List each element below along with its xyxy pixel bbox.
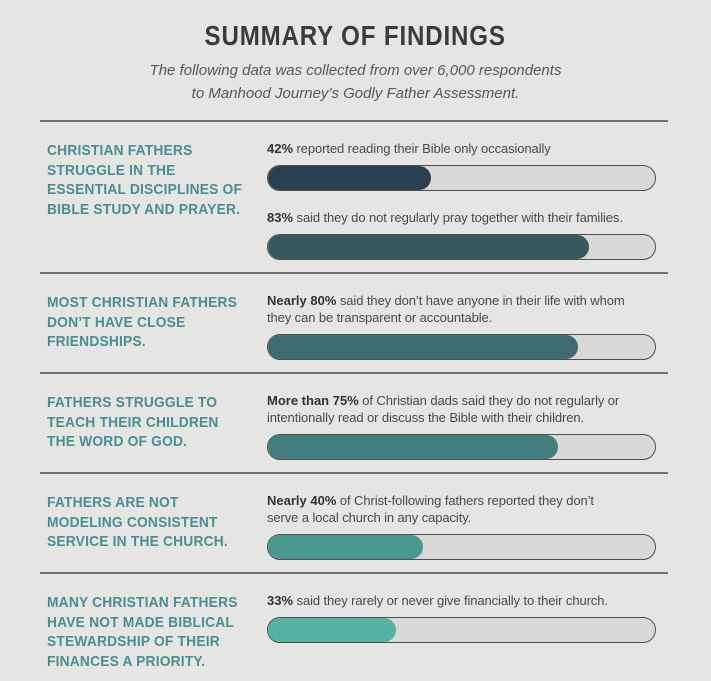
progress-bar-track bbox=[267, 434, 656, 460]
stat-description: of Christ-following fathers reported the… bbox=[336, 493, 594, 508]
stat-text: More than 75% of Christian dads said the… bbox=[267, 392, 656, 409]
heading-line: HAVE NOT MADE BIBLICAL bbox=[47, 613, 235, 631]
heading-line: THE WORD OF GOD. bbox=[47, 433, 188, 450]
progress-bar-track bbox=[267, 234, 656, 260]
subtitle-line-2: to Manhood Journey’s Godly Father Assess… bbox=[191, 85, 520, 102]
section-church-service: FATHERS ARE NOT MODELING CONSISTENT SERV… bbox=[40, 472, 668, 572]
stat-description: said they don’t have anyone in their lif… bbox=[336, 293, 625, 308]
section-bible-study-prayer: CHRISTIAN FATHERS STRUGGLE IN THE ESSENT… bbox=[40, 120, 668, 272]
heading-line: DON’T HAVE CLOSE bbox=[47, 313, 186, 331]
progress-bar-fill bbox=[268, 435, 559, 459]
heading-line: TEACH THEIR CHILDREN bbox=[47, 413, 219, 431]
section-heading: CHRISTIAN FATHERS STRUGGLE IN THE ESSENT… bbox=[40, 139, 267, 260]
progress-bar-fill bbox=[268, 335, 578, 359]
heading-line: MODELING CONSISTENT bbox=[47, 513, 218, 531]
stat-text: 83% said they do not regularly pray toge… bbox=[267, 209, 656, 226]
section-heading: FATHERS ARE NOT MODELING CONSISTENT SERV… bbox=[40, 491, 267, 560]
stat-highlight: Nearly 40% bbox=[267, 493, 337, 508]
progress-bar-track bbox=[267, 334, 656, 360]
heading-line: MOST CHRISTIAN FATHERS bbox=[47, 294, 238, 311]
progress-bar-fill bbox=[268, 535, 423, 559]
stat: 42% reported reading their Bible only oc… bbox=[267, 140, 656, 191]
stat-text: Nearly 80% said they don’t have anyone i… bbox=[267, 292, 656, 309]
header: SUMMARY OF FINDINGS The following data w… bbox=[0, 0, 711, 105]
heading-line: BIBLE STUDY AND PRAYER. bbox=[47, 200, 241, 218]
section-heading: MOST CHRISTIAN FATHERS DON’T HAVE CLOSE … bbox=[40, 291, 267, 360]
sections-list: CHRISTIAN FATHERS STRUGGLE IN THE ESSENT… bbox=[40, 120, 668, 681]
section-financial-stewardship: MANY CHRISTIAN FATHERS HAVE NOT MADE BIB… bbox=[40, 572, 668, 681]
stat-highlight: More than 75% bbox=[267, 393, 359, 408]
section-teach-children: FATHERS STRUGGLE TO TEACH THEIR CHILDREN… bbox=[40, 372, 668, 472]
stat: Nearly 80% said they don’t have anyone i… bbox=[267, 292, 656, 360]
stat-highlight: Nearly 80% bbox=[267, 293, 337, 308]
subtitle-line-1: The following data was collected from ov… bbox=[149, 62, 562, 79]
progress-bar-track bbox=[267, 165, 656, 191]
heading-line: FINANCES A PRIORITY. bbox=[47, 652, 206, 670]
stat-text-line2: intentionally read or discuss the Bible … bbox=[267, 410, 585, 425]
stat-highlight: 33% bbox=[267, 593, 294, 608]
section-content: Nearly 80% said they don’t have anyone i… bbox=[267, 291, 656, 360]
progress-bar-fill bbox=[268, 235, 590, 259]
stat: More than 75% of Christian dads said the… bbox=[267, 392, 656, 460]
heading-line: MANY CHRISTIAN FATHERS bbox=[47, 594, 238, 611]
section-content: 42% reported reading their Bible only oc… bbox=[267, 139, 656, 260]
progress-bar-track bbox=[267, 534, 656, 560]
stat-text-line2: serve a local church in any capacity. bbox=[267, 510, 472, 525]
stat-text: 42% reported reading their Bible only oc… bbox=[267, 140, 656, 157]
page-subtitle: The following data was collected from ov… bbox=[0, 59, 711, 105]
section-content: More than 75% of Christian dads said the… bbox=[267, 391, 656, 460]
heading-line: FRIENDSHIPS. bbox=[47, 333, 146, 350]
stat-description: reported reading their Bible only occasi… bbox=[293, 141, 551, 156]
heading-line: STRUGGLE IN THE bbox=[47, 161, 176, 179]
heading-line: FATHERS STRUGGLE TO bbox=[47, 394, 218, 411]
section-close-friendships: MOST CHRISTIAN FATHERS DON’T HAVE CLOSE … bbox=[40, 272, 668, 372]
stat-text: 33% said they rarely or never give finan… bbox=[267, 592, 656, 609]
stat-description: said they rarely or never give financial… bbox=[293, 593, 608, 608]
stat-text: Nearly 40% of Christ-following fathers r… bbox=[267, 492, 656, 509]
stat-highlight: 42% bbox=[267, 141, 294, 156]
stat: 33% said they rarely or never give finan… bbox=[267, 592, 656, 643]
progress-bar-track bbox=[267, 617, 656, 643]
stat-description: said they do not regularly pray together… bbox=[293, 210, 623, 225]
heading-line: SERVICE IN THE CHURCH. bbox=[47, 533, 228, 550]
heading-line: FATHERS ARE NOT bbox=[47, 494, 179, 511]
stat-text-line2: they can be transparent or accountable. bbox=[267, 310, 493, 325]
section-heading: FATHERS STRUGGLE TO TEACH THEIR CHILDREN… bbox=[40, 391, 267, 460]
stat: 83% said they do not regularly pray toge… bbox=[267, 209, 656, 260]
section-content: 33% said they rarely or never give finan… bbox=[267, 591, 656, 671]
heading-line: STEWARDSHIP OF THEIR bbox=[47, 633, 220, 650]
stat-highlight: 83% bbox=[267, 210, 294, 225]
progress-bar-fill bbox=[268, 618, 396, 642]
section-heading: MANY CHRISTIAN FATHERS HAVE NOT MADE BIB… bbox=[40, 591, 267, 671]
heading-line: CHRISTIAN FATHERS bbox=[47, 142, 193, 159]
stat-description: of Christian dads said they do not regul… bbox=[358, 393, 620, 408]
progress-bar-fill bbox=[268, 166, 431, 190]
section-content: Nearly 40% of Christ-following fathers r… bbox=[267, 491, 656, 560]
heading-line: ESSENTIAL DISCIPLINES OF bbox=[47, 181, 243, 198]
stat: Nearly 40% of Christ-following fathers r… bbox=[267, 492, 656, 560]
page-title: SUMMARY OF FINDINGS bbox=[204, 20, 507, 51]
